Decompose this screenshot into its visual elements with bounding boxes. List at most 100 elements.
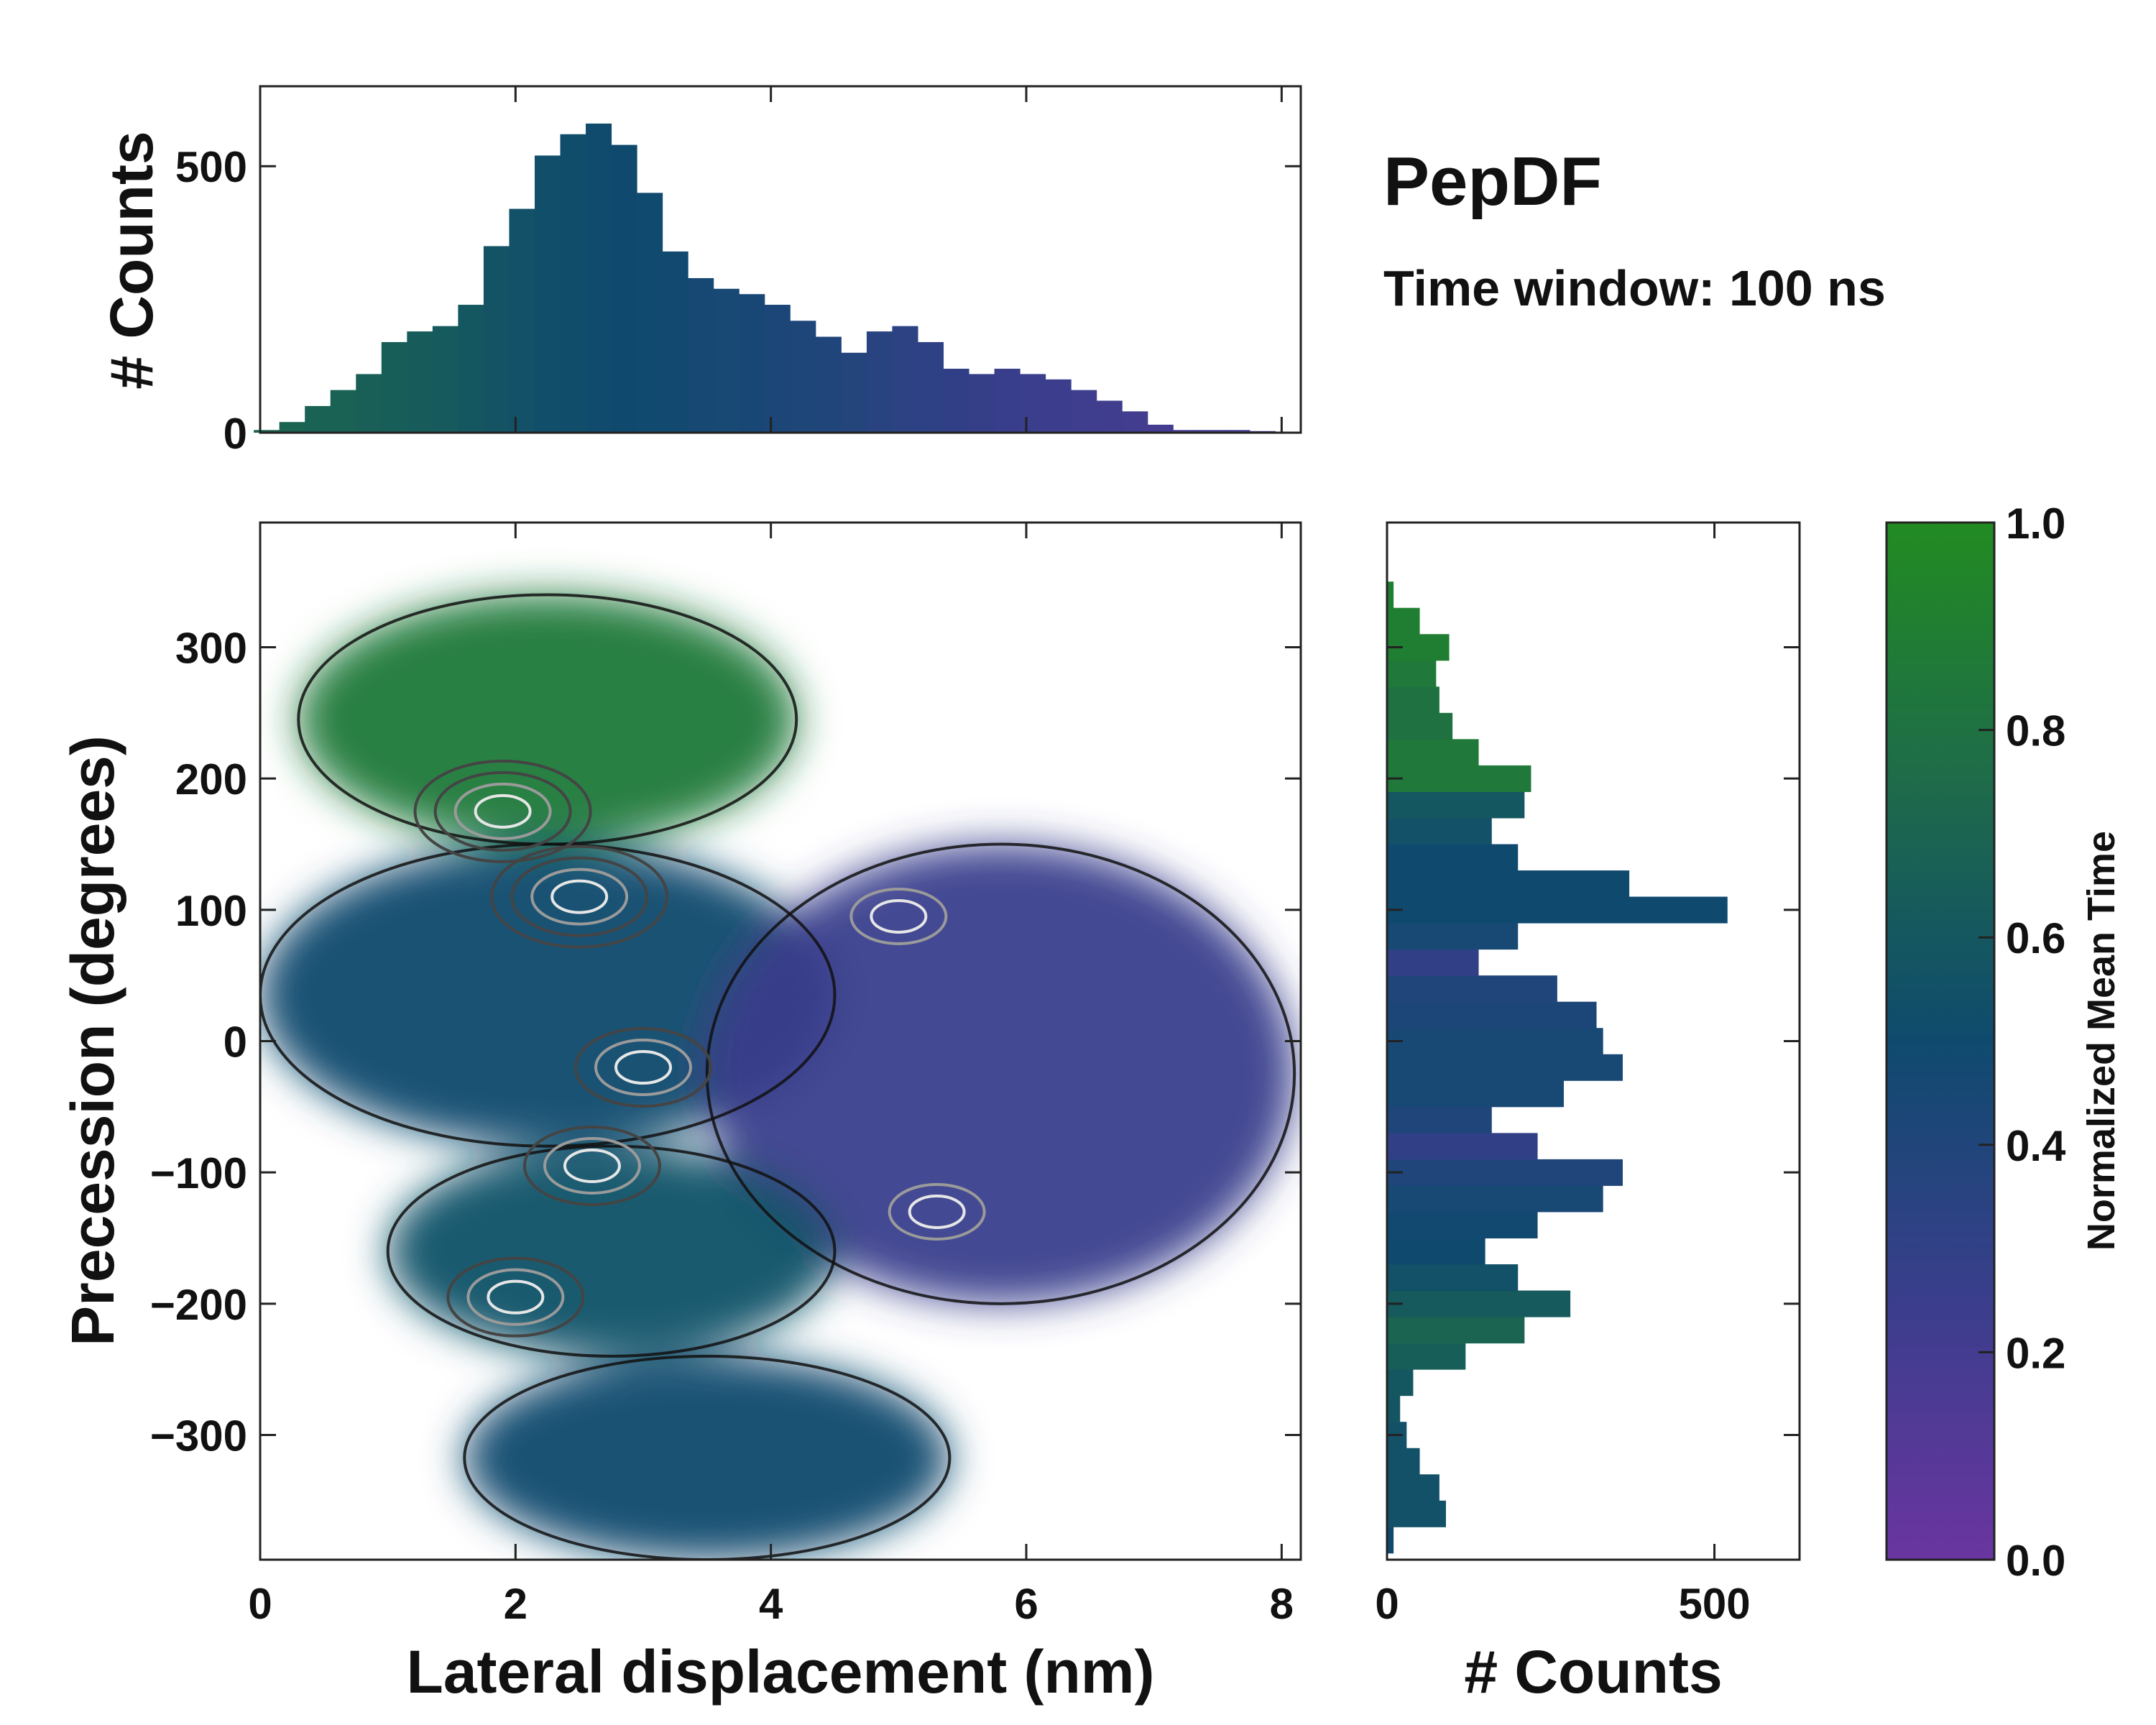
heatmap-region (706, 844, 1295, 1304)
density-contour (530, 868, 629, 926)
main-ytick-label: −200 (150, 1281, 247, 1329)
top-histogram-bar (483, 246, 510, 433)
density-contour (522, 1126, 661, 1207)
main-ytick-label: −100 (150, 1149, 247, 1197)
right-histogram-bar (1387, 607, 1420, 635)
right-xlabel: # Counts (1464, 1638, 1722, 1706)
top-histogram-bar (432, 326, 459, 433)
density-contour (614, 1050, 673, 1085)
main-xtick-label: 4 (759, 1580, 783, 1628)
colorbar-gradient (1886, 523, 1994, 1560)
main-ytick-label: 200 (175, 755, 247, 804)
right-histogram-bar (1387, 1028, 1603, 1055)
right-histogram-bar (1387, 712, 1453, 740)
density-contour (563, 1149, 621, 1184)
top-histogram-bar (1096, 400, 1123, 433)
colorbar-tick-label: 1.0 (2006, 500, 2065, 548)
main-ytick-label: 0 (224, 1018, 247, 1067)
top-histogram-bar (892, 326, 918, 433)
top-histogram-bar (1122, 411, 1148, 433)
density-contour (433, 770, 572, 852)
main-ylabel: Precession (degrees) (59, 735, 126, 1346)
top-histogram-bar (381, 341, 407, 433)
top-histogram-bar (1045, 379, 1072, 433)
main-xtick-label: 0 (248, 1580, 272, 1628)
top-histogram-bar (509, 208, 535, 433)
main-ticks: 0 2 4 6 8 −300 −200 −100 0 100 200 300 (150, 523, 1301, 1628)
right-histogram-bar (1387, 1238, 1485, 1265)
top-histogram-bar (1147, 424, 1174, 433)
right-histogram-bar (1387, 975, 1557, 1003)
top-histogram-frame (259, 85, 1302, 434)
right-histogram-bar (1387, 1133, 1538, 1160)
top-histogram-bar (841, 352, 867, 433)
top-histogram-bar (330, 390, 356, 433)
right-histogram-bar (1387, 1001, 1597, 1029)
density-contour (849, 887, 948, 945)
top-histogram-bar (943, 369, 969, 433)
top-histogram-bar (407, 331, 433, 433)
main-heatmap: 0 2 4 6 8 −300 −200 −100 0 100 200 300 Lateral disp… (59, 521, 1302, 1706)
right-histogram-bar (1387, 1317, 1525, 1344)
top-histogram-bars (254, 123, 1276, 433)
right-histogram-bar (1387, 1106, 1492, 1133)
right-xtick-label: 0 (1375, 1580, 1399, 1628)
heatmap-region (298, 594, 797, 845)
top-histogram-bar (969, 374, 995, 433)
right-histogram-bar (1387, 1185, 1603, 1213)
right-histogram-bar (1387, 1264, 1519, 1292)
right-histogram-ticks: 0 500 (1375, 523, 1800, 1628)
right-histogram-bar (1387, 765, 1531, 792)
density-contour (413, 759, 592, 863)
heatmap-regions (260, 594, 1295, 1560)
top-ytick-label: 0 (224, 410, 247, 458)
figure-title: PepDF (1383, 143, 1602, 220)
density-contour (453, 782, 552, 840)
top-histogram: 0 500 # Counts (98, 85, 1302, 458)
density-contour (446, 1256, 585, 1338)
top-histogram-bar (790, 321, 816, 433)
main-ytick-label: 300 (175, 625, 247, 673)
right-histogram-bar (1387, 1395, 1401, 1422)
top-histogram-bar (917, 341, 944, 433)
right-histogram-bar (1387, 1448, 1420, 1475)
right-histogram-bar (1387, 1290, 1571, 1317)
right-histogram-bar (1387, 923, 1519, 950)
right-xtick-label: 500 (1679, 1580, 1751, 1628)
density-contour (888, 1182, 986, 1241)
figure-subtitle: Time window: 100 ns (1383, 260, 1886, 316)
density-contour (550, 879, 609, 914)
right-histogram-bar (1387, 1474, 1439, 1501)
density-contour (474, 794, 532, 829)
right-histogram-bar (1387, 949, 1479, 976)
top-histogram-bar (688, 277, 714, 433)
density-contour (870, 898, 928, 934)
heatmap-region-outline (705, 842, 1296, 1305)
top-histogram-bar (356, 374, 382, 433)
main-ytick-label: −300 (150, 1412, 247, 1460)
right-histogram-bar (1387, 1080, 1564, 1108)
top-histogram-bar (1071, 390, 1097, 433)
right-histogram-bar (1387, 791, 1525, 819)
colorbar-tick-label: 0.8 (2006, 707, 2065, 755)
right-histogram: 0 500 # Counts (1375, 521, 1801, 1706)
top-histogram-bar (994, 369, 1021, 433)
top-histogram-bar (815, 336, 842, 433)
density-contours (413, 759, 986, 1338)
top-histogram-bar (534, 155, 561, 433)
top-histogram-bar (1173, 430, 1199, 433)
colorbar-frame (1885, 521, 1996, 1561)
density-contour (543, 1137, 641, 1195)
right-histogram-bar (1387, 1500, 1446, 1527)
right-histogram-bar (1387, 1343, 1466, 1370)
top-histogram-bar (1224, 430, 1250, 433)
colorbar: 0.0 0.2 0.4 0.6 0.8 1.0 Normalized Mean Time (1885, 500, 2123, 1585)
top-ytick-label: 500 (175, 143, 247, 191)
top-histogram-bar (279, 422, 305, 433)
right-histogram-bar (1387, 1527, 1394, 1554)
density-contour (908, 1194, 966, 1229)
top-histogram-bar (637, 193, 663, 433)
heatmap-region (464, 1356, 950, 1560)
top-histogram-bar (764, 305, 791, 433)
